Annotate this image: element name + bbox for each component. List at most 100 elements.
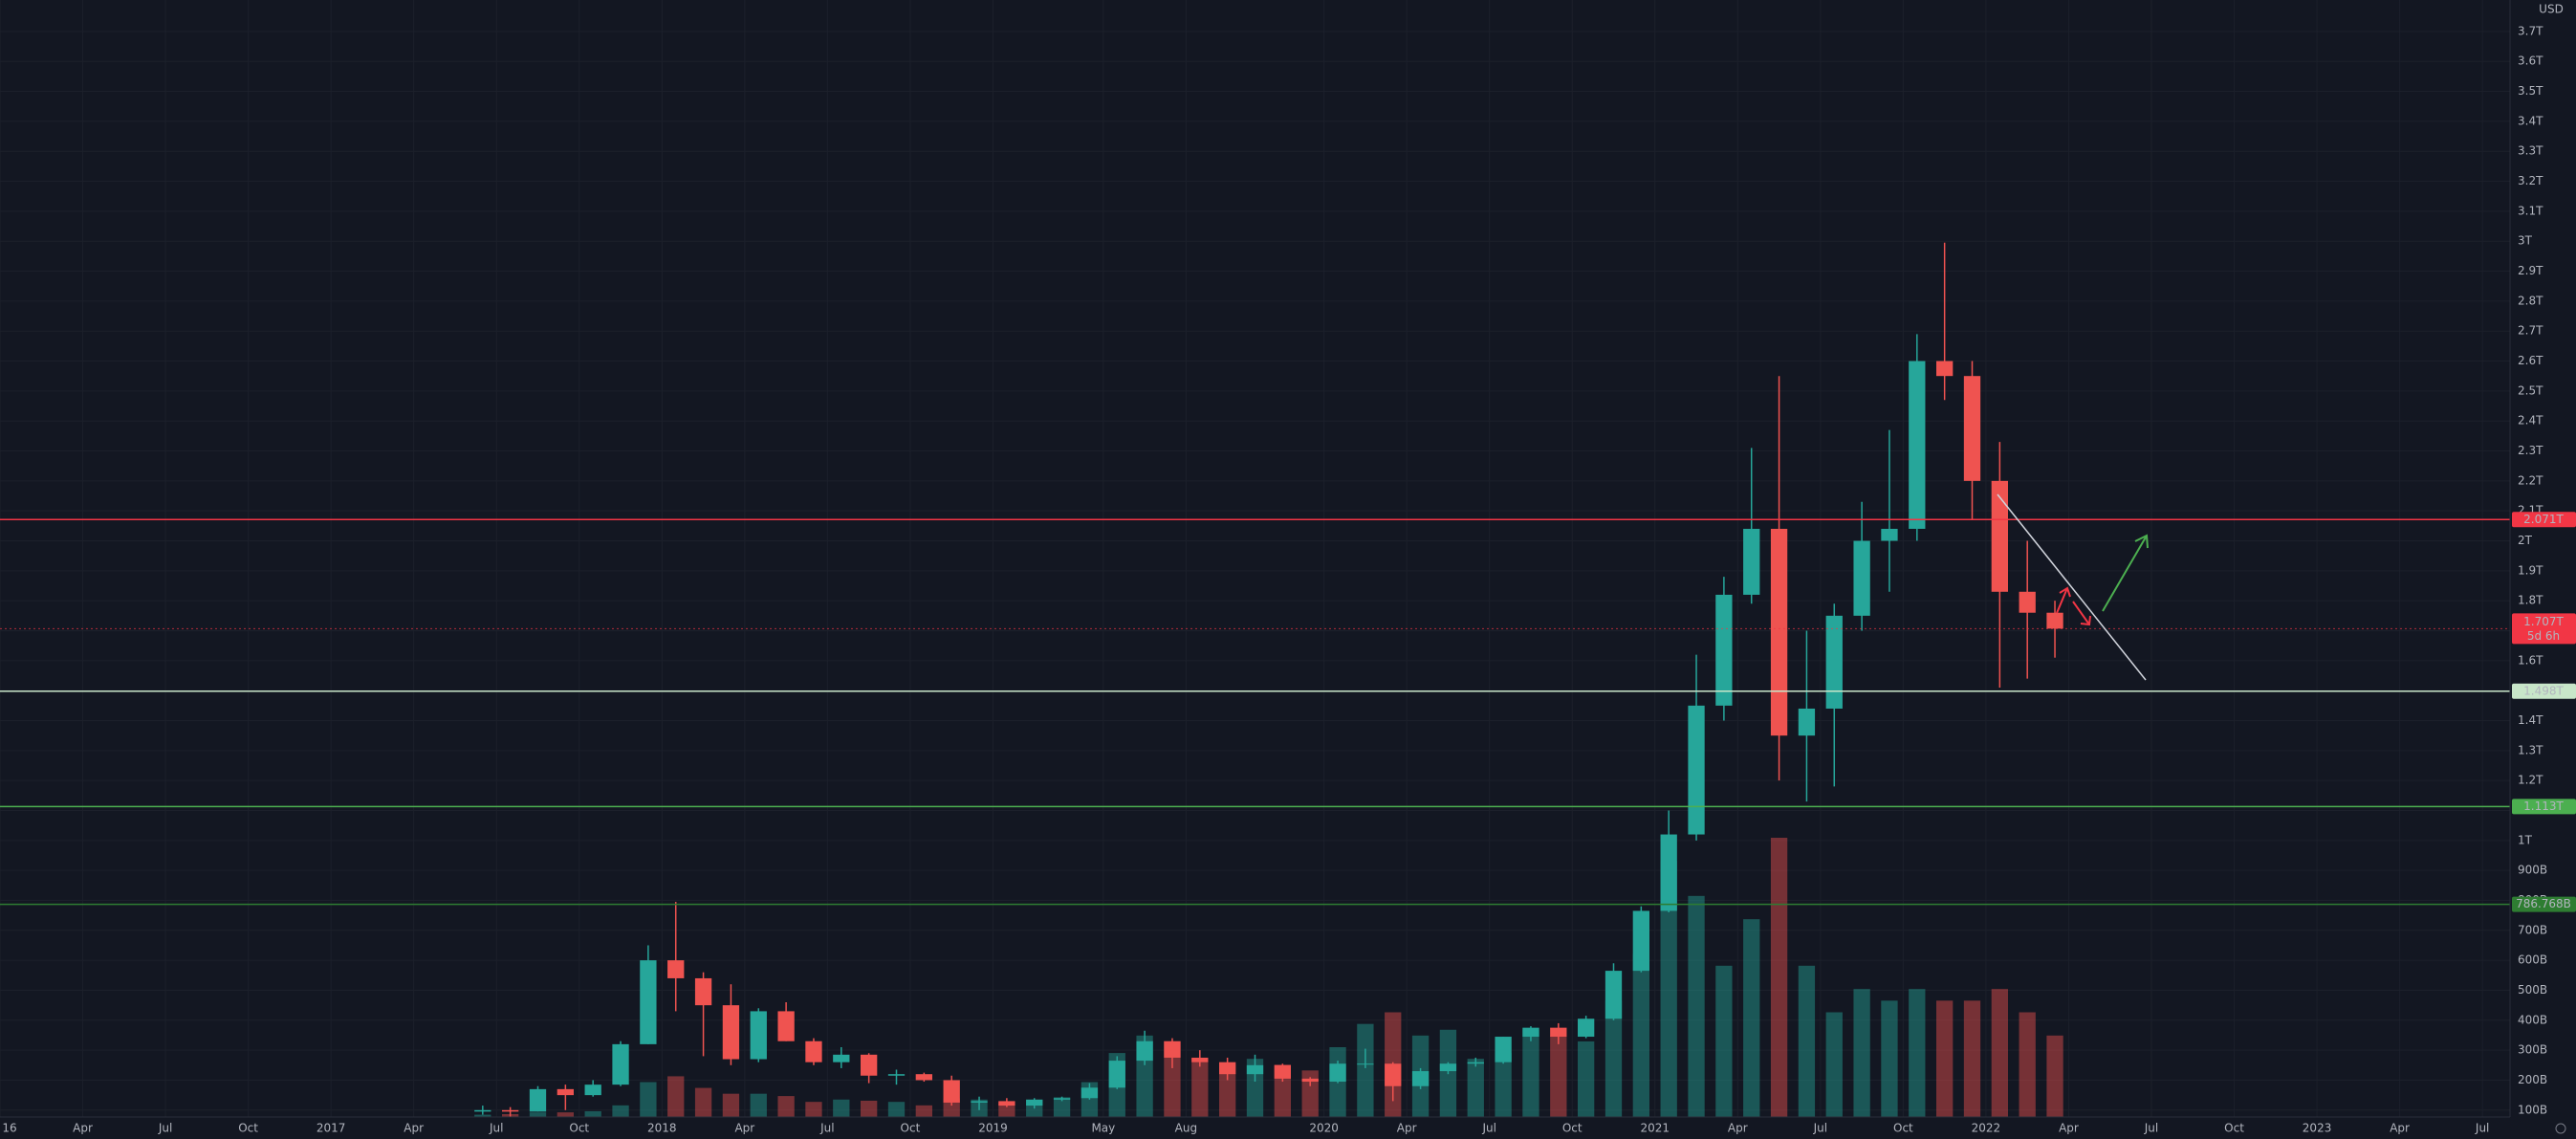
volume-bar — [1605, 1000, 1623, 1117]
volume-bar — [1578, 1040, 1595, 1117]
candle-body — [584, 1084, 601, 1096]
volume-bar — [1522, 1029, 1539, 1117]
settings-icon[interactable] — [2555, 1123, 2566, 1134]
y-tick-label: 1.2T — [2518, 774, 2543, 787]
trend-line — [1997, 493, 2147, 681]
y-tick-label: 600B — [2518, 953, 2547, 967]
x-tick-label: Oct — [238, 1122, 258, 1135]
arrow-head — [2080, 615, 2091, 626]
x-tick-label: Jul — [158, 1122, 172, 1135]
level-label-box — [2512, 683, 2576, 699]
volume-bar — [1853, 989, 1870, 1117]
candle-body — [722, 1005, 740, 1060]
volume-bar — [1881, 1000, 1898, 1117]
y-tick-label: 2.4T — [2518, 414, 2543, 427]
arrow — [2056, 587, 2068, 614]
last-price-label: 1.707T — [2523, 615, 2564, 628]
volume-bar — [887, 1102, 906, 1117]
candle-body — [1495, 1037, 1512, 1062]
volume-bar — [612, 1105, 629, 1117]
candle-body — [640, 960, 657, 1044]
volume-bar — [1660, 861, 1677, 1117]
volume-bar — [998, 1103, 1015, 1117]
volume-bar — [1219, 1064, 1236, 1117]
volume-bar — [640, 1082, 657, 1117]
x-tick-label: Apr — [1728, 1122, 1748, 1135]
volume-bar — [1909, 989, 1926, 1117]
y-tick-label: 3.1T — [2518, 204, 2543, 217]
axes: 100B200B300B400B500B600B700B800B900B1T1.… — [2, 24, 2576, 1135]
candle-body — [1026, 1099, 1043, 1106]
x-tick-label: Oct — [1562, 1122, 1583, 1135]
y-tick-label: 3.6T — [2518, 55, 2543, 68]
x-tick-label: 2023 — [2303, 1122, 2332, 1135]
volume-bar — [1164, 1040, 1181, 1117]
candle-body — [1578, 1019, 1595, 1038]
candle-body — [612, 1043, 629, 1085]
candle-body — [1909, 361, 1926, 529]
time-axis — [0, 1117, 2576, 1139]
x-tick-label: Aug — [1175, 1122, 1197, 1135]
candle-body — [1053, 1098, 1071, 1100]
arrow-head — [2059, 586, 2071, 598]
candle-body — [1881, 528, 1898, 541]
volume-bar — [1798, 965, 1816, 1117]
candle-body — [1825, 615, 1843, 709]
x-tick-label: May — [1091, 1122, 1115, 1135]
y-tick-label: 3.4T — [2518, 114, 2543, 127]
volume-bar — [1191, 1059, 1209, 1117]
candle-body — [557, 1088, 574, 1096]
volume-bar — [943, 1098, 960, 1117]
x-tick-label: 2018 — [647, 1122, 677, 1135]
price-axis — [2510, 0, 2576, 1139]
volume-bar — [1053, 1097, 1071, 1117]
drawings — [1997, 493, 2149, 681]
volume-bar — [777, 1096, 795, 1117]
y-tick-label: 2.2T — [2518, 473, 2543, 487]
volume-bar — [1632, 953, 1649, 1117]
volume-bar — [1825, 1012, 1843, 1117]
candle-body — [887, 1074, 906, 1076]
y-tick-label: 3.7T — [2518, 24, 2543, 37]
volume-bar — [833, 1099, 850, 1117]
volume-bar — [529, 1112, 547, 1117]
x-tick-label: Oct — [569, 1122, 589, 1135]
volume-bar — [722, 1093, 740, 1117]
candle-body — [1136, 1040, 1153, 1062]
volume-bar — [694, 1087, 712, 1117]
volume-bar — [667, 1076, 685, 1117]
volume-bar — [1495, 1053, 1512, 1117]
x-tick-label: Jul — [2475, 1122, 2489, 1135]
y-tick-label: 2.7T — [2518, 324, 2543, 338]
last-price-box — [2512, 613, 2576, 645]
currency-label[interactable]: USD — [2539, 3, 2564, 16]
volume-bar — [1963, 1000, 1981, 1117]
volume-bar — [1743, 919, 1760, 1117]
y-tick-label: 400B — [2518, 1013, 2547, 1026]
y-tick-label: 3T — [2518, 234, 2533, 248]
volume-bar — [1991, 989, 2008, 1117]
volume-bar — [805, 1102, 822, 1117]
arrow-head — [2134, 534, 2149, 549]
candle-body — [805, 1040, 822, 1062]
candle-body — [1191, 1057, 1209, 1062]
y-tick-label: 500B — [2518, 983, 2547, 997]
x-tick-label: Apr — [734, 1122, 754, 1135]
candle-body — [1963, 376, 1981, 481]
volume-bar — [1301, 1070, 1319, 1117]
volume-pane — [474, 838, 2063, 1117]
level-label-box — [2512, 512, 2576, 528]
y-tick-label: 2.8T — [2518, 294, 2543, 307]
y-tick-label: 200B — [2518, 1073, 2547, 1086]
candle-body — [777, 1011, 795, 1041]
y-tick-label: 900B — [2518, 864, 2547, 877]
y-tick-label: 1.4T — [2518, 713, 2543, 727]
candle-body — [694, 977, 712, 1006]
candle-body — [861, 1054, 878, 1076]
candle-body — [943, 1080, 960, 1103]
x-tick-label: Apr — [73, 1122, 93, 1135]
x-tick-label: Jul — [489, 1122, 503, 1135]
volume-bar — [861, 1100, 878, 1117]
candle-body — [1467, 1062, 1484, 1064]
x-tick-label: 2019 — [978, 1122, 1008, 1135]
